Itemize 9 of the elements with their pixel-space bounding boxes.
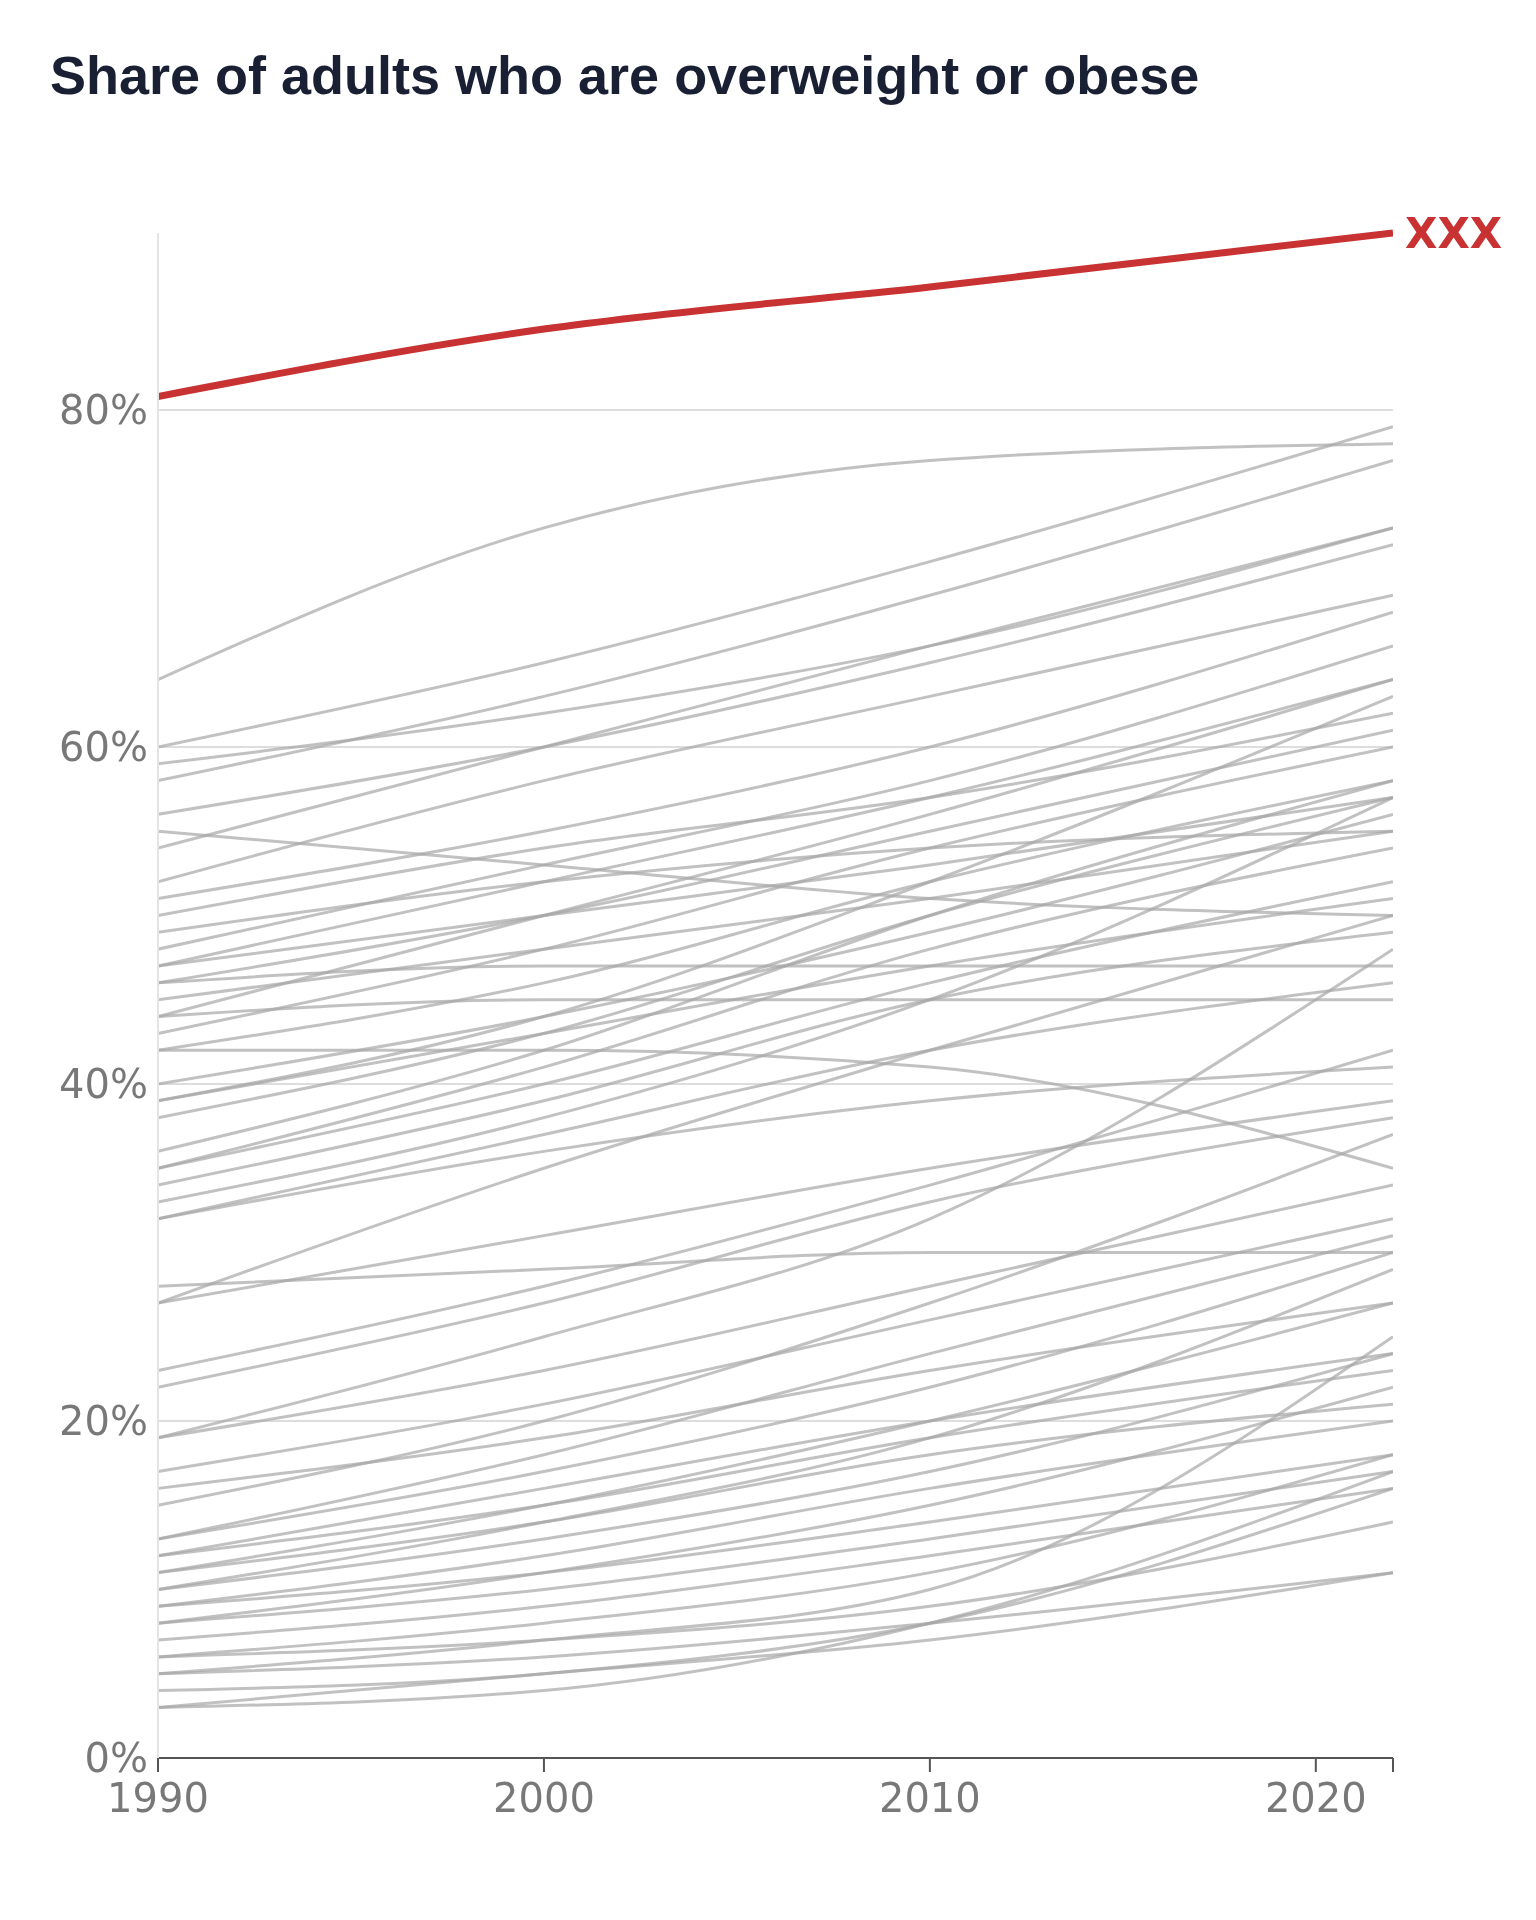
y-tick-label: 40% — [59, 1061, 148, 1108]
y-tick-label: 60% — [59, 724, 148, 771]
y-tick-label: 80% — [59, 387, 148, 434]
chart-title: Share of adults who are overweight or obese — [50, 44, 1200, 106]
x-tick-label: 2000 — [493, 1775, 595, 1822]
x-tick-label: 2020 — [1264, 1775, 1367, 1822]
y-tick-label: 20% — [59, 1398, 148, 1445]
x-tick-label: 2010 — [878, 1775, 981, 1822]
series-label: XXX — [1405, 208, 1503, 258]
